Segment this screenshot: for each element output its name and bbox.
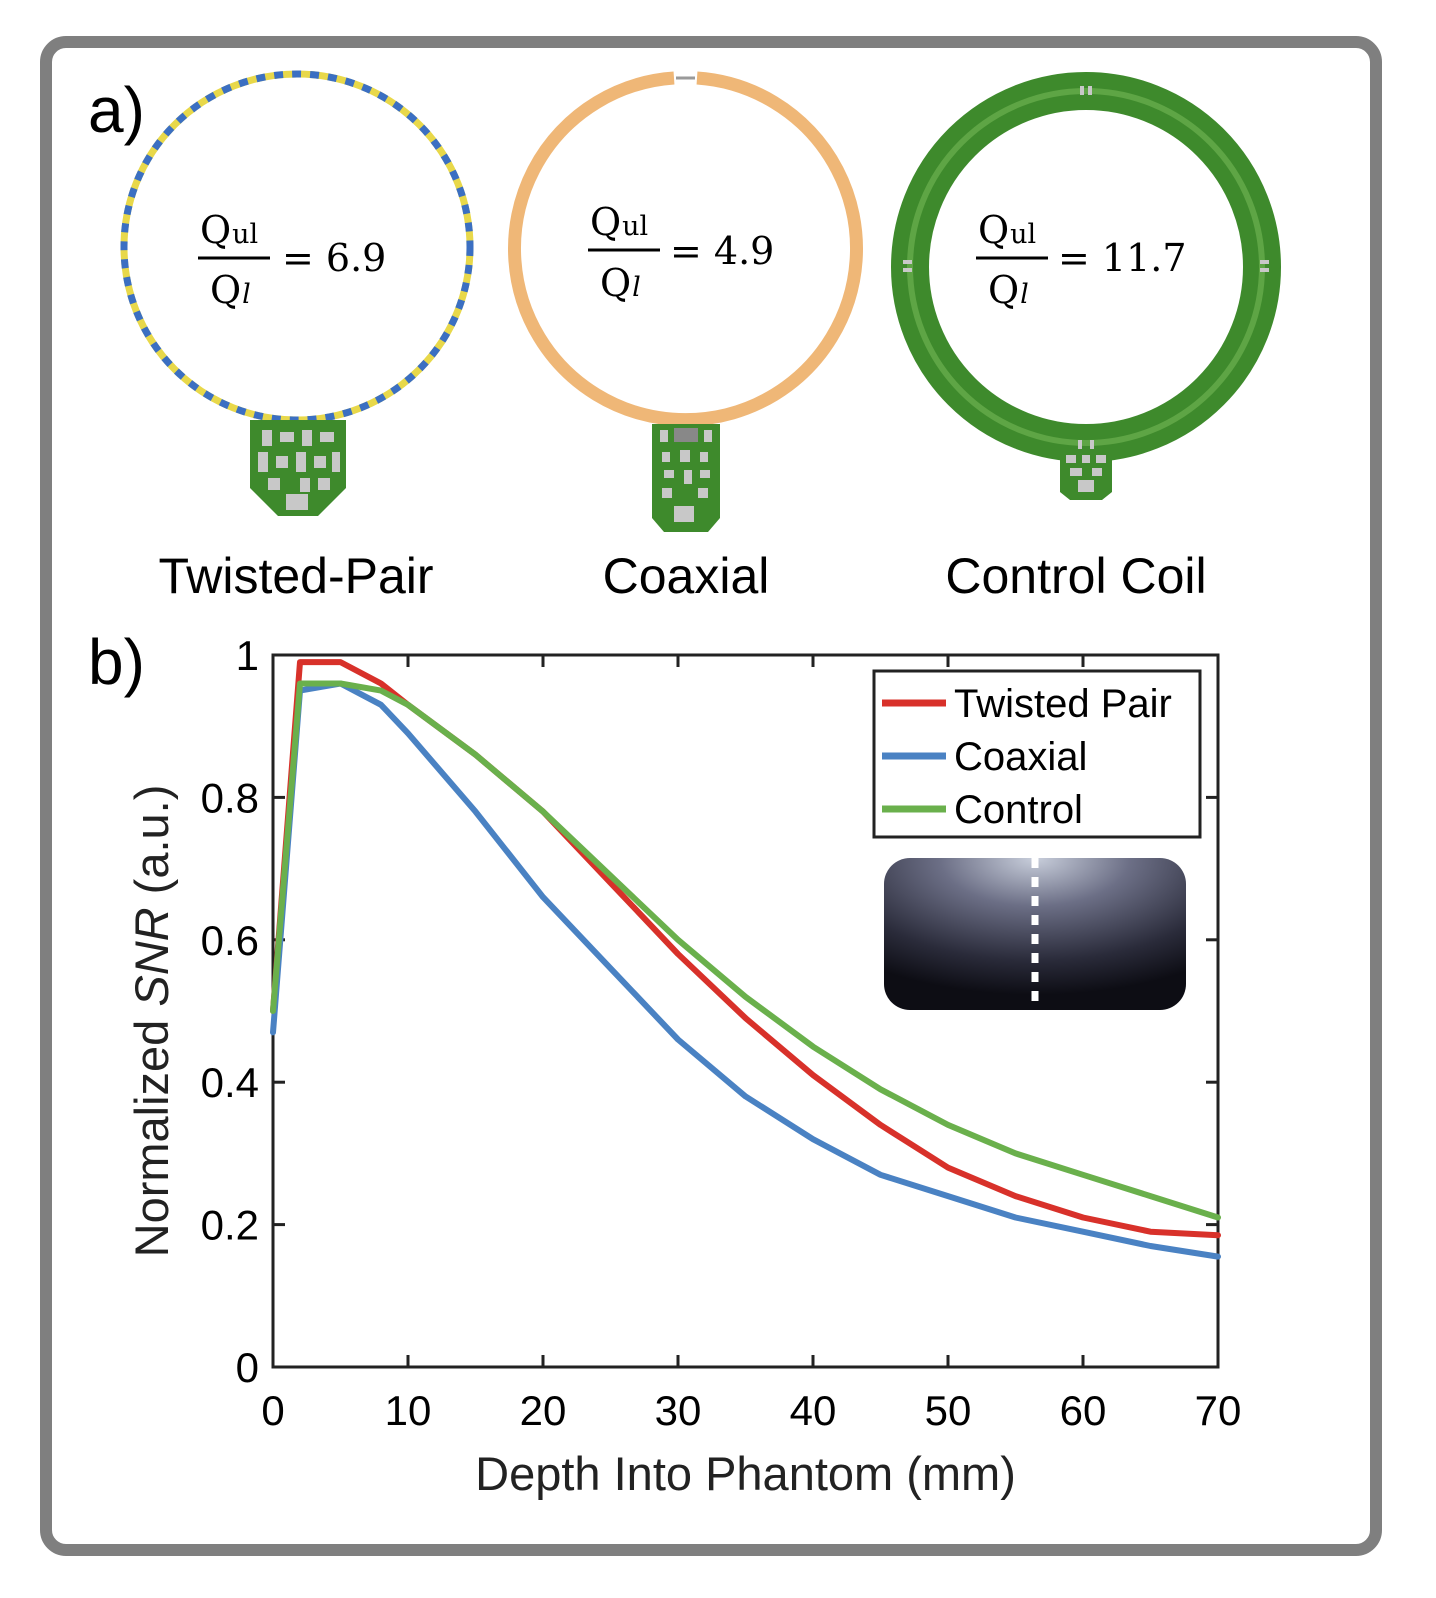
x-tick-label: 20 bbox=[520, 1387, 567, 1434]
y-tick-label: 1 bbox=[236, 632, 259, 679]
y-axis-label-suffix: (a.u.) bbox=[125, 785, 178, 908]
series-line-twisted-pair bbox=[270, 659, 1221, 1239]
svg-text:Qul: Qul bbox=[200, 208, 258, 252]
series-line-coaxial bbox=[270, 680, 1221, 1260]
x-axis-label: Depth Into Phantom (mm) bbox=[475, 1447, 1016, 1500]
q-ul-numerator: Q bbox=[200, 208, 231, 252]
series-lines bbox=[270, 659, 1221, 1260]
legend-label-coaxial: Coaxial bbox=[954, 735, 1087, 779]
twisted-pair-coil bbox=[120, 70, 474, 516]
coaxial-q-ratio: Qul Ql = 4.9 bbox=[588, 200, 774, 305]
q-l-denominator: Q bbox=[210, 268, 241, 312]
q-l-subscript: l bbox=[632, 272, 641, 303]
q-ratio-value: = 11.7 bbox=[1058, 236, 1187, 280]
x-tick-label: 30 bbox=[655, 1387, 702, 1434]
svg-text:Ql: Ql bbox=[988, 268, 1029, 312]
y-tick-label: 0 bbox=[236, 1344, 259, 1391]
q-ul-subscript: ul bbox=[622, 211, 648, 242]
svg-text:Ql: Ql bbox=[210, 268, 251, 312]
coil-name-coaxial: Coaxial bbox=[603, 548, 770, 604]
x-tick-label: 40 bbox=[790, 1387, 837, 1434]
q-l-denominator: Q bbox=[988, 268, 1019, 312]
coil-name-twisted-pair: Twisted-Pair bbox=[158, 548, 433, 604]
control-q-ratio: Qul Ql = 11.7 bbox=[976, 208, 1187, 312]
x-tick-label: 0 bbox=[261, 1387, 284, 1434]
q-l-denominator: Q bbox=[600, 261, 631, 305]
y-axis-label: Normalized SNR (a.u.) bbox=[125, 785, 178, 1258]
q-l-subscript: l bbox=[242, 279, 251, 310]
y-axis-label-prefix: Normalized bbox=[125, 1007, 178, 1258]
coil-name-control: Control Coil bbox=[945, 548, 1206, 604]
y-tick-label: 0.8 bbox=[201, 774, 259, 821]
q-ul-numerator: Q bbox=[590, 200, 621, 244]
legend: Twisted Pair Coaxial Control bbox=[872, 669, 1202, 839]
q-ratio-value: = 6.9 bbox=[282, 236, 386, 280]
y-axis-label-snr: SNR bbox=[125, 907, 178, 1006]
q-ratio-value: = 4.9 bbox=[670, 229, 774, 273]
q-l-subscript: l bbox=[1020, 279, 1029, 310]
svg-text:Ql: Ql bbox=[600, 261, 641, 305]
x-tick-label: 60 bbox=[1060, 1387, 1107, 1434]
x-tick-label: 10 bbox=[385, 1387, 432, 1434]
y-tick-label: 0.6 bbox=[201, 917, 259, 964]
q-ul-subscript: ul bbox=[232, 219, 258, 250]
q-ul-subscript: ul bbox=[1010, 219, 1036, 250]
axis-ticks bbox=[271, 653, 1220, 1369]
axis-tick-labels: 0 10 20 30 40 50 60 70 0 0.2 0.4 0.6 0.8 1 bbox=[201, 632, 1242, 1434]
phantom-inset-image bbox=[884, 858, 1186, 1010]
x-tick-label: 50 bbox=[925, 1387, 972, 1434]
q-ul-numerator: Q bbox=[978, 208, 1009, 252]
svg-text:Qul: Qul bbox=[590, 200, 648, 244]
coaxial-coil bbox=[508, 71, 863, 532]
series-line-control bbox=[270, 680, 1221, 1221]
snr-line-chart: 0 10 20 30 40 50 60 70 0 0.2 0.4 0.6 0.8 1 Depth Into… bbox=[125, 632, 1241, 1500]
legend-label-control: Control bbox=[954, 788, 1083, 832]
y-tick-label: 0.4 bbox=[201, 1059, 259, 1106]
x-tick-label: 70 bbox=[1195, 1387, 1242, 1434]
control-coil bbox=[891, 72, 1281, 500]
y-tick-label: 0.2 bbox=[201, 1202, 259, 1249]
panel-b-label: b) bbox=[88, 626, 145, 698]
legend-label-twisted-pair: Twisted Pair bbox=[954, 682, 1172, 726]
svg-text:Qul: Qul bbox=[978, 208, 1036, 252]
panel-a-label: a) bbox=[88, 74, 145, 146]
twisted-pair-q-ratio: Qul Ql = 6.9 bbox=[198, 208, 386, 312]
